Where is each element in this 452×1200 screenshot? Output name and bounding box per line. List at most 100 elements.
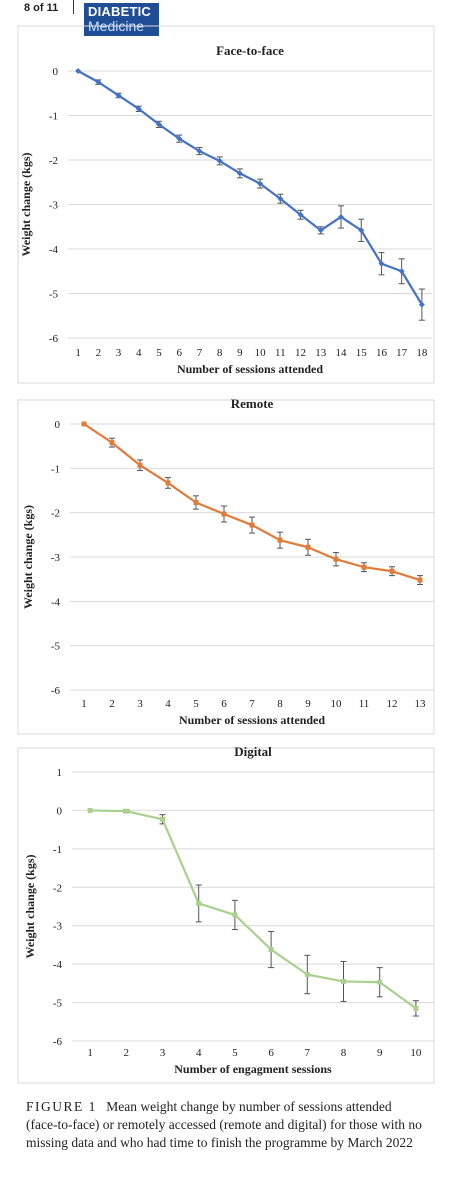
y-tick-label: -5 [49,289,59,301]
x-tick-label: 2 [109,698,115,710]
x-tick-label: 3 [160,1047,166,1059]
x-tick-label: 10 [255,347,267,359]
data-point [418,301,425,308]
x-tick-label: 6 [176,347,182,359]
y-tick-label: -3 [51,552,61,564]
x-tick-label: 5 [232,1047,238,1059]
data-point [115,92,122,99]
data-point [297,211,304,218]
series-line [77,70,423,306]
x-tick-label: 8 [341,1047,347,1059]
y-axis-label: Weight change (kgs) [21,505,35,609]
chart-frame [17,747,435,1084]
data-point [135,105,142,112]
x-tick-label: 1 [81,698,87,710]
data-point [378,260,385,267]
data-point [333,556,339,562]
chart-0: Face-to-face 0 -1 -2 -3 -4 -5 -6 Weight change (… [17,25,435,384]
x-tick-label: 7 [305,1047,311,1059]
x-tick-label: 9 [305,698,311,710]
y-tick-label: -2 [49,155,58,167]
figure-caption: FIGURE 1 Mean weight change by number of… [26,1098,426,1152]
x-tick-label: 3 [137,698,143,710]
x-tick-label: 16 [376,347,388,359]
x-tick-label: 4 [136,347,142,359]
data-point [75,68,82,74]
y-tick-label: -1 [51,463,60,475]
y-tick-label: -5 [53,998,63,1010]
data-point [305,544,311,550]
data-point [193,499,199,505]
y-tick-label: -2 [53,882,62,894]
data-point [358,227,365,234]
y-tick-label: -2 [51,508,60,520]
x-tick-label: 1 [87,1047,93,1059]
data-point [236,170,243,177]
data-point [232,912,238,918]
y-tick-label: -5 [51,641,61,653]
data-point [196,900,202,906]
x-tick-label: 2 [96,347,102,359]
logo-line1: DIABETIC [88,4,151,19]
header-divider [73,0,74,14]
data-point [160,816,165,822]
data-point [304,972,310,978]
x-tick-label: 4 [165,698,171,710]
chart-title: Remote [231,396,274,411]
y-axis-label: Weight change (kgs) [23,854,37,958]
data-point [389,568,395,574]
figure-label: FIGURE 1 [26,1099,97,1114]
data-point [216,157,223,164]
chart-frame [17,399,435,735]
data-point [109,440,115,446]
data-point [156,121,162,128]
y-tick-label: -4 [49,244,59,256]
x-axis-label: Number of engagment sessions [174,1062,332,1076]
series-line [90,809,417,1010]
x-tick-label: 1 [75,347,81,359]
y-axis-label: Weight change (kgs) [19,152,33,256]
data-point [249,522,255,528]
y-tick-label: -4 [53,959,63,971]
x-tick-label: 7 [249,698,255,710]
page-header: 8 of 11 DIABETIC Medicine [0,0,452,38]
y-tick-label: -1 [53,844,62,856]
data-point [377,979,383,985]
y-tick-label: 0 [55,419,61,431]
x-axis-label: Number of sessions attended [179,713,325,727]
data-point [398,268,405,275]
x-tick-label: 6 [268,1047,274,1059]
data-point [87,807,93,813]
data-point [277,195,284,202]
data-point [317,227,324,234]
x-tick-label: 11 [275,347,286,359]
y-tick-label: -3 [53,921,63,933]
data-point [277,537,283,543]
data-point [176,135,183,142]
data-point [341,978,346,984]
y-tick-label: -4 [51,596,61,608]
x-tick-label: 14 [336,347,348,359]
y-tick-label: -6 [51,685,61,697]
figure-charts: Face-to-face 0 -1 -2 -3 -4 -5 -6 Weight change (… [17,25,435,1084]
y-tick-label: 1 [57,767,63,779]
x-tick-label: 10 [410,1047,422,1059]
x-tick-label: 5 [156,347,162,359]
page-number: 8 of 11 [24,2,59,14]
data-point [81,421,87,427]
chart-frame [17,25,435,384]
x-tick-label: 12 [387,698,398,710]
data-point [413,1005,419,1011]
y-tick-label: 0 [53,66,59,78]
x-tick-label: 17 [396,347,408,359]
x-tick-label: 11 [359,698,370,710]
x-tick-label: 5 [193,698,199,710]
x-tick-label: 13 [315,347,327,359]
x-tick-label: 12 [295,347,306,359]
x-tick-label: 18 [416,347,428,359]
x-axis-label: Number of sessions attended [177,362,323,376]
data-point [165,480,171,486]
data-point [417,577,423,583]
x-tick-label: 6 [221,698,227,710]
